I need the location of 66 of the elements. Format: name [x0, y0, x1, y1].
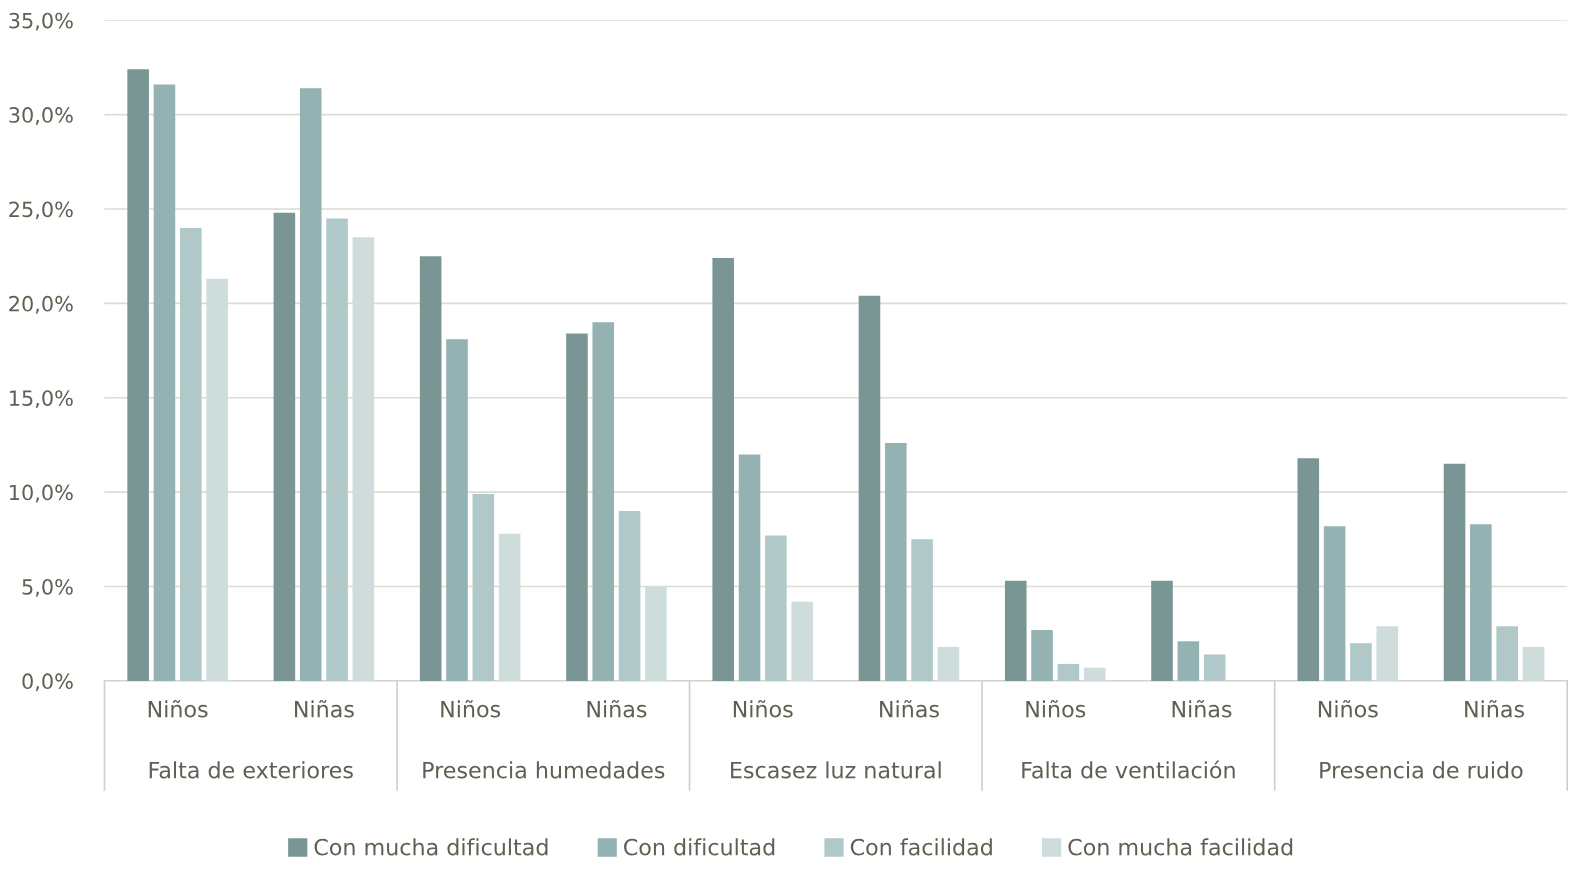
x-tick-label: Niñas [880, 699, 939, 718]
text: Presencia humedades [423, 761, 665, 779]
y-tick-label: 5,0% [22, 578, 73, 597]
bar [1376, 626, 1399, 681]
bar [179, 227, 202, 681]
bar [1470, 524, 1492, 681]
bar [645, 586, 667, 681]
bar [911, 539, 933, 681]
bar [592, 322, 615, 681]
bar [765, 535, 787, 681]
text: Presencia de ruido [1320, 761, 1523, 779]
legend-label: Con dificultad [624, 838, 775, 856]
x-tick-label: Niños [1026, 699, 1086, 718]
bar [153, 84, 176, 681]
bar [1522, 646, 1545, 681]
bar [712, 258, 734, 681]
bar [1151, 580, 1173, 681]
bar [273, 212, 296, 681]
bar [738, 454, 761, 681]
bar [299, 88, 322, 681]
bar [1350, 643, 1372, 681]
x-tick-label: Niñas [587, 699, 647, 718]
y-tick-label: 20,0% [9, 295, 73, 314]
x-tick-label: Niños [148, 699, 208, 718]
bar [498, 533, 521, 681]
legend-label: Con mucha dificultad [314, 838, 548, 856]
bar [1031, 629, 1053, 681]
y-tick-label: 15,0% [10, 390, 73, 409]
bar [1297, 458, 1320, 681]
y-tick-label: 0,0% [22, 673, 73, 692]
bar [1443, 463, 1466, 681]
bar [1057, 663, 1080, 681]
x-tick-label: Niñas [295, 699, 354, 718]
legend-label: Con facilidad [850, 838, 992, 856]
y-tick-label: 30,0% [9, 107, 73, 125]
bar [1083, 667, 1106, 681]
bar [352, 237, 375, 681]
bar [937, 646, 960, 681]
bar [1496, 626, 1518, 681]
bar [791, 601, 813, 681]
y-tick-label: 25,0% [9, 201, 73, 220]
bar [419, 256, 442, 681]
bar [858, 295, 881, 681]
bar [566, 333, 588, 681]
bar [1203, 654, 1226, 681]
x-tick-label: Niñas [1465, 699, 1524, 718]
bar [1004, 580, 1027, 681]
bar [1177, 641, 1200, 681]
text: Falta de ventilación [1022, 760, 1235, 779]
x-tick-label: Niños [441, 699, 501, 718]
bar [1323, 526, 1346, 681]
bar [618, 511, 641, 681]
x-tick-label: Niñas [1172, 699, 1232, 718]
bar [885, 443, 907, 681]
bar [472, 494, 495, 681]
x-tick-label: Niños [733, 699, 793, 718]
bar [206, 278, 228, 681]
x-tick-label: Niños [1318, 699, 1378, 718]
bar [127, 69, 149, 681]
text: Escasez luz natural [731, 761, 941, 779]
y-tick-label: 35,0% [9, 12, 73, 31]
bar [326, 218, 348, 681]
y-tick-label: 10,0% [10, 484, 73, 503]
legend-label: Con mucha facilidad [1068, 838, 1293, 856]
text: Falta de exteriores [149, 761, 353, 779]
bar [446, 339, 468, 681]
